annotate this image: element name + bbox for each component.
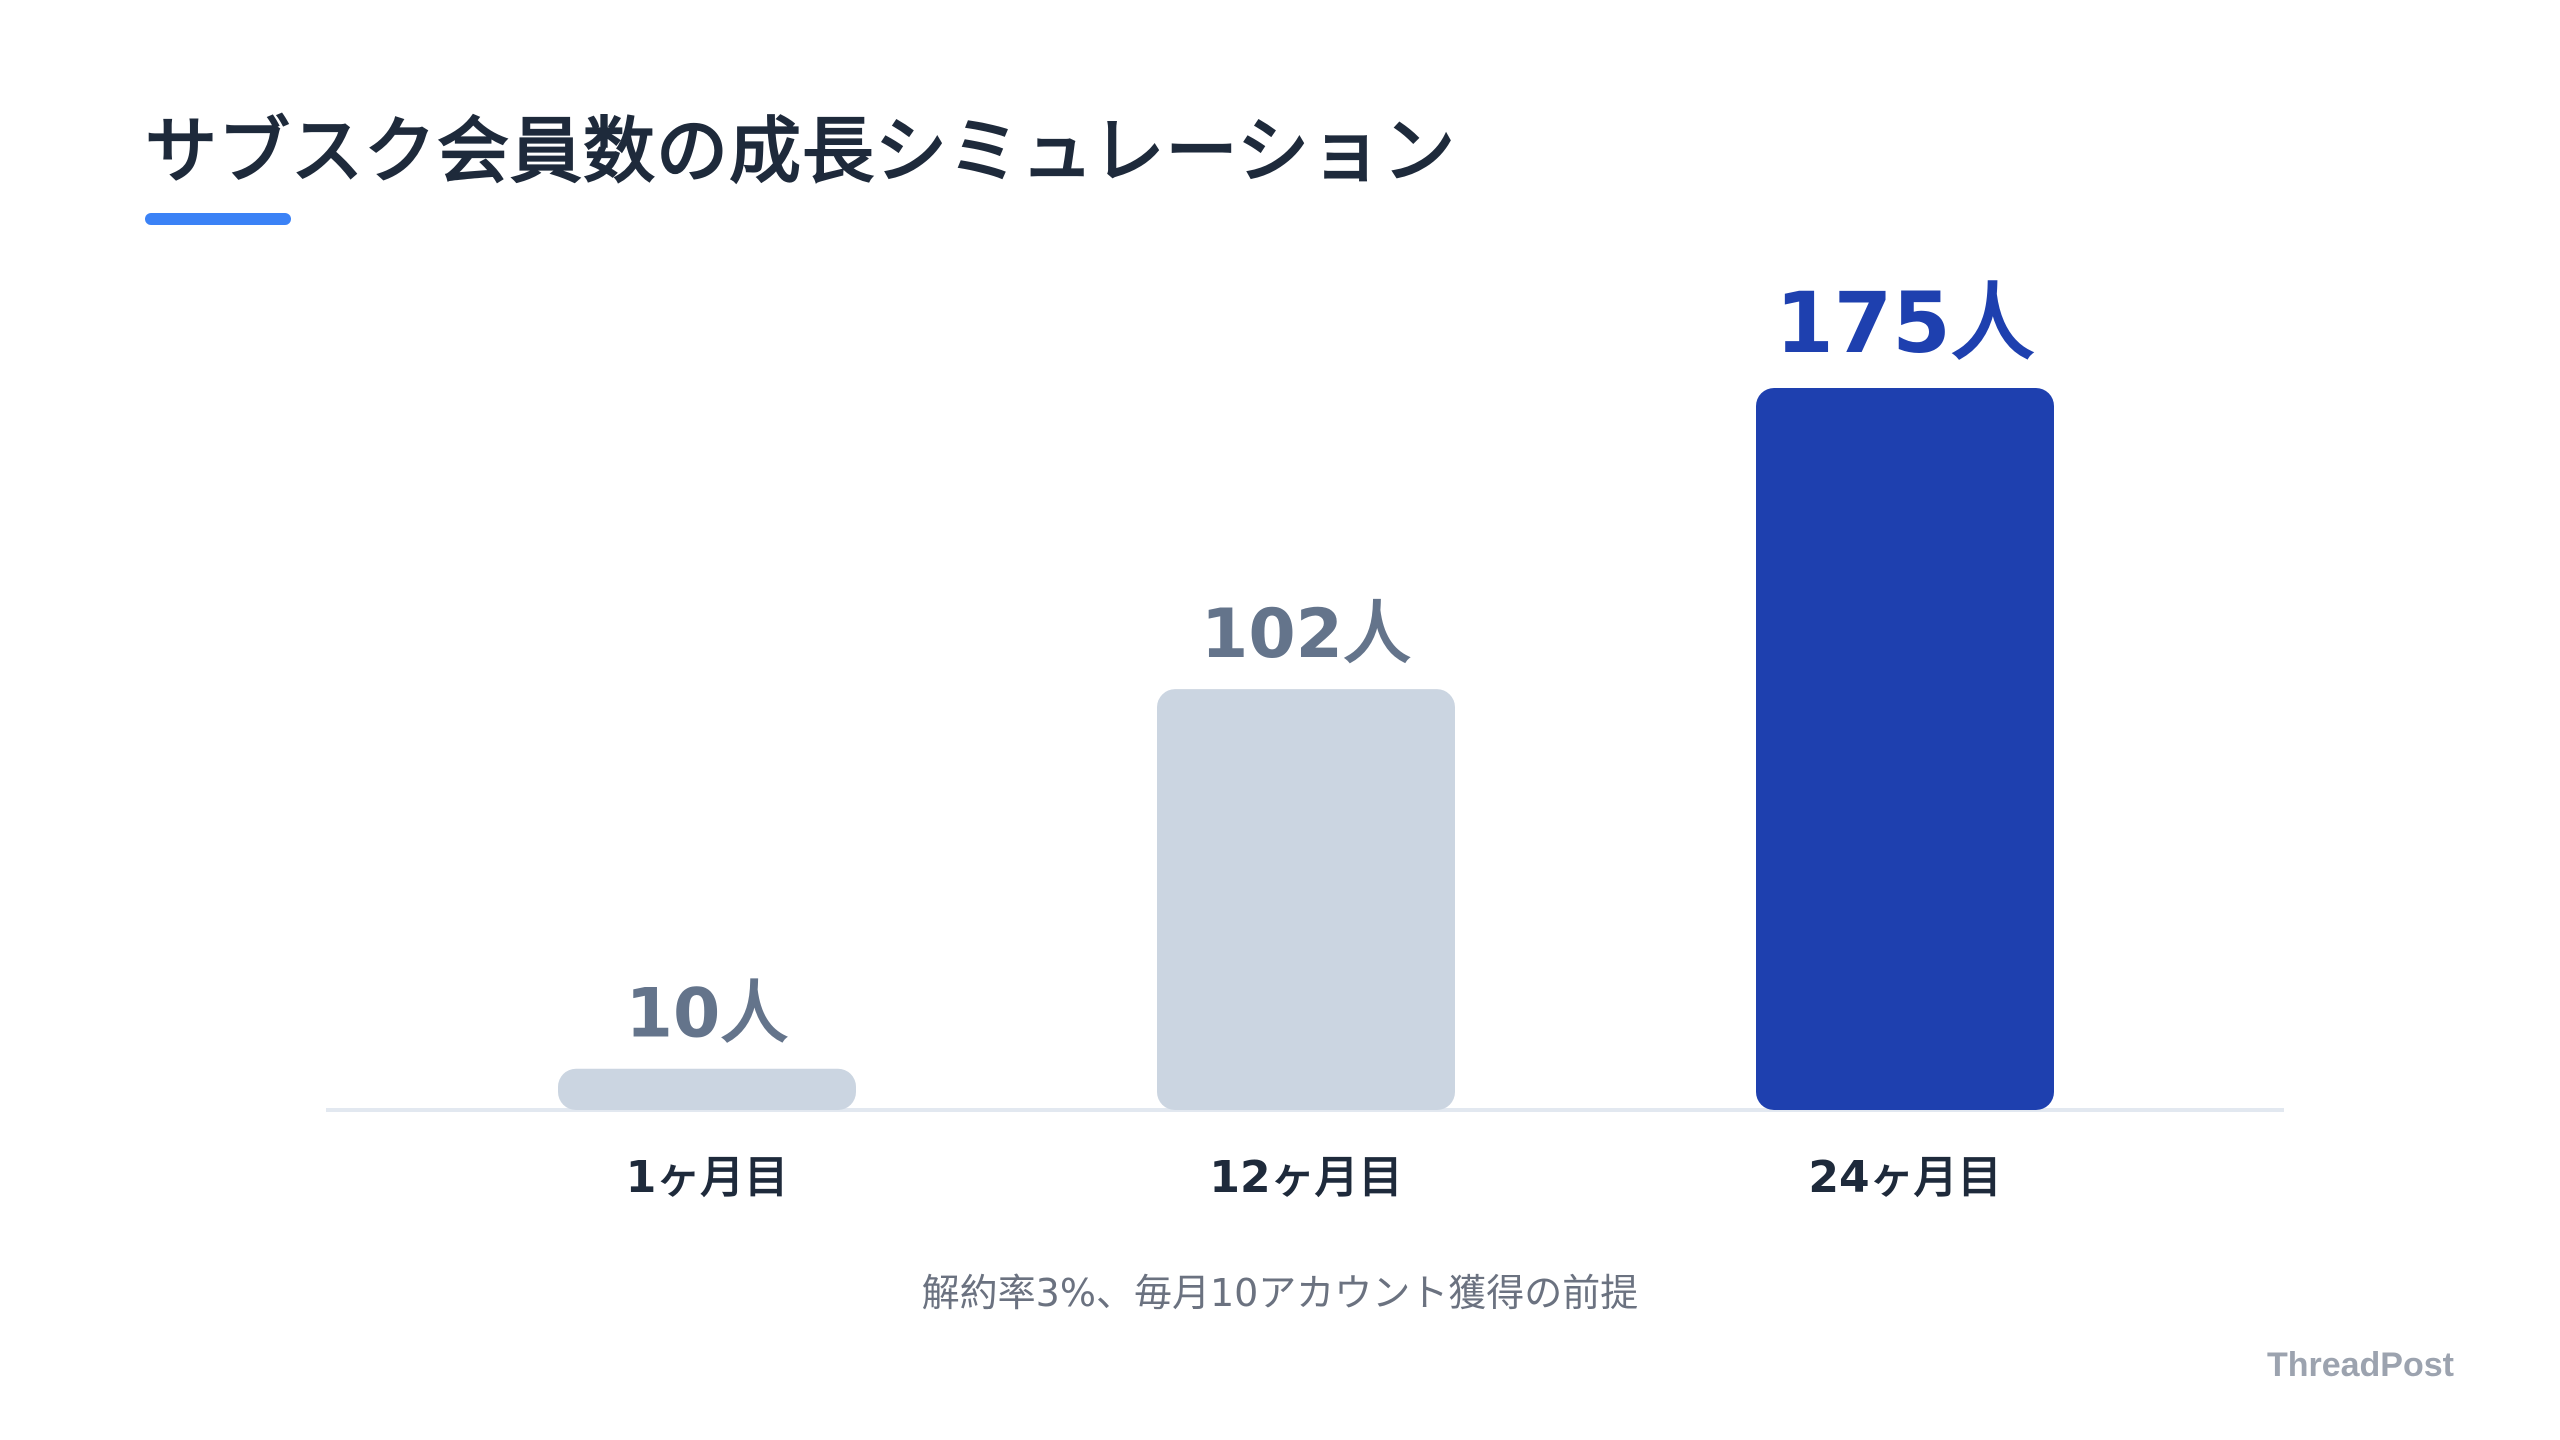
category-label: 24ヶ月目	[1808, 1152, 2001, 1203]
category-label: 1ヶ月目	[626, 1152, 789, 1203]
title-underline-accent	[145, 213, 291, 225]
page-title: サブスク会員数の成長シミュレーション	[145, 109, 1457, 193]
bar-2	[1157, 689, 1455, 1110]
bar-1	[558, 1068, 856, 1110]
bar-value-label: 102人	[1201, 595, 1411, 674]
bar-value-label: 175人	[1775, 274, 2034, 372]
bar-chart: 10人 1ヶ月目 102人 12ヶ月目 175人 24ヶ月目	[326, 274, 2284, 1203]
chart-footnote: 解約率3%、毎月10アカウント獲得の前提	[921, 1271, 1639, 1315]
brand-logo: ThreadPost	[2266, 1346, 2454, 1384]
bar-value-label: 10人	[626, 975, 789, 1054]
category-label: 12ヶ月目	[1209, 1152, 1402, 1203]
bar-3	[1756, 388, 2054, 1110]
